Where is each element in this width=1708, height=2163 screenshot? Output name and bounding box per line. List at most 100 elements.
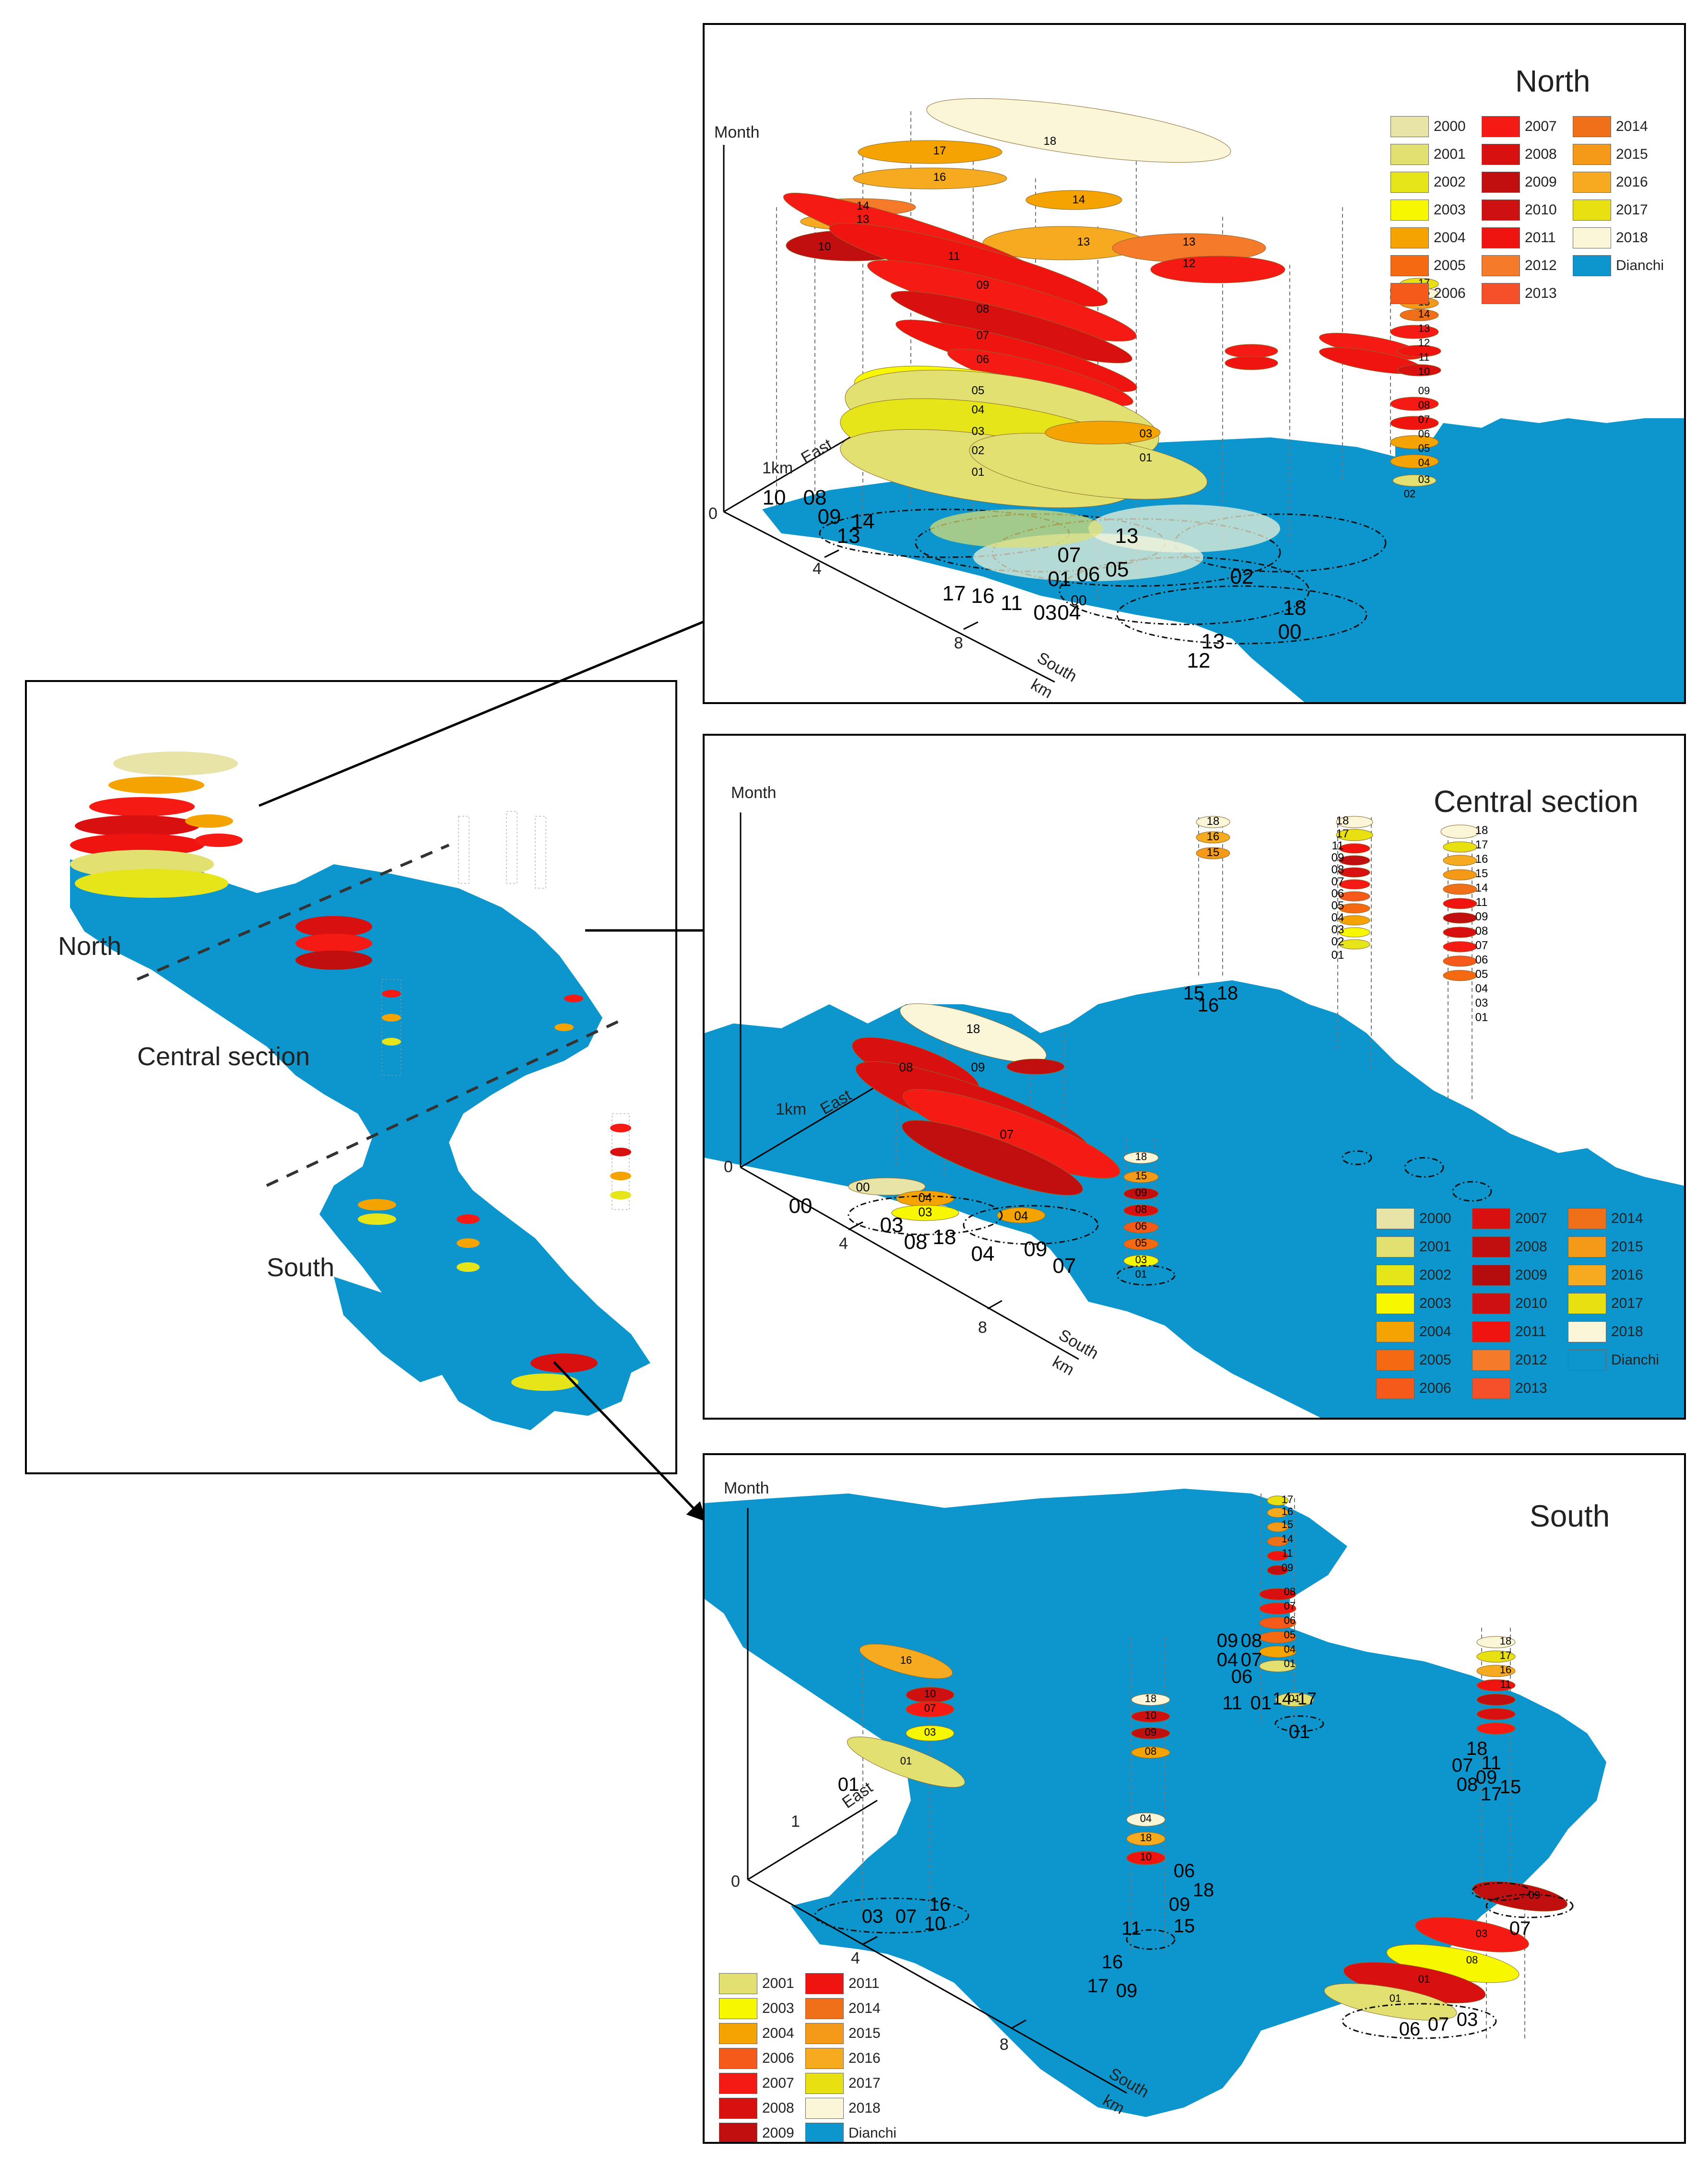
year-label: 18 bbox=[1475, 824, 1488, 837]
year-label: 09 bbox=[1169, 1894, 1190, 1915]
north-axis-east bbox=[723, 432, 859, 513]
year-label: 17 bbox=[1475, 838, 1488, 851]
legend-swatch bbox=[1568, 1208, 1606, 1229]
legend-swatch bbox=[805, 2048, 844, 2069]
year-label: 03 bbox=[1475, 997, 1488, 1010]
legend-swatch bbox=[1482, 116, 1520, 137]
central-axis-south bbox=[740, 1166, 1079, 1360]
year-label: 02 bbox=[1230, 565, 1254, 588]
legend-swatch bbox=[1568, 1321, 1606, 1342]
overview-label-north: North bbox=[58, 932, 122, 961]
year-label: 15 bbox=[1207, 846, 1220, 859]
year-label: 00 bbox=[1278, 620, 1302, 644]
legend-swatch bbox=[1573, 255, 1611, 276]
legend-label: 2010 bbox=[1525, 202, 1557, 218]
year-label: 17 bbox=[942, 582, 966, 605]
year-label: 07 bbox=[1284, 1600, 1296, 1612]
year-label: 11 bbox=[1001, 591, 1023, 615]
legend-label: 2002 bbox=[1434, 174, 1466, 190]
year-label: 01 bbox=[838, 1774, 860, 1795]
legend-label: Dianchi bbox=[1616, 258, 1664, 273]
year-label: 18 bbox=[1283, 596, 1307, 620]
bloom-ellipse bbox=[1259, 1631, 1296, 1644]
footprint-ellipse bbox=[814, 1897, 969, 1934]
bloom-ellipse bbox=[1123, 1255, 1159, 1267]
year-label: 08 bbox=[904, 1230, 928, 1254]
overview-map bbox=[70, 752, 650, 1430]
footprint-fill bbox=[930, 509, 1103, 548]
bloom-ellipse bbox=[859, 1644, 953, 1679]
legend-label: 2016 bbox=[1616, 174, 1648, 190]
legend-item-2018: 2018 bbox=[805, 2098, 881, 2119]
bloom-ellipse bbox=[1126, 1832, 1166, 1846]
bloom-ellipse bbox=[1006, 1058, 1065, 1075]
footprint-ellipse bbox=[848, 1195, 1003, 1235]
year-label: 13 bbox=[837, 524, 860, 548]
legend-swatch bbox=[1573, 227, 1611, 248]
legend-item-dianchi: Dianchi bbox=[1568, 1350, 1659, 1371]
legend-label: 2017 bbox=[1616, 202, 1648, 218]
legend-item-2003: 2003 bbox=[1376, 1293, 1451, 1314]
bloom-ellipse bbox=[848, 1177, 926, 1196]
legend-swatch bbox=[719, 2098, 757, 2119]
year-label: 01 bbox=[1140, 451, 1153, 464]
year-label: 16 bbox=[1475, 853, 1488, 866]
bloom-ellipse bbox=[1025, 190, 1122, 210]
south-one-label: 1 bbox=[791, 1812, 800, 1831]
year-label: 04 bbox=[1058, 601, 1081, 624]
legend-item-2001: 2001 bbox=[1390, 144, 1466, 165]
north-zero-label: 0 bbox=[708, 505, 718, 523]
year-label: 05 bbox=[972, 384, 985, 397]
year-label: 02 bbox=[1331, 935, 1344, 948]
legend-label: 2013 bbox=[1525, 285, 1557, 301]
legend-swatch bbox=[719, 1998, 757, 2019]
year-label: 12 bbox=[1183, 257, 1196, 270]
south-tick8: 8 bbox=[1000, 2035, 1009, 2054]
bloom-ellipse bbox=[1443, 955, 1477, 967]
footprint-ellipse bbox=[1404, 1157, 1444, 1178]
year-label: 03 bbox=[1418, 473, 1430, 485]
legend-item-2014: 2014 bbox=[1573, 116, 1648, 137]
footprint-ellipse bbox=[991, 518, 1281, 587]
year-label: 16 bbox=[1198, 995, 1219, 1016]
legend-swatch bbox=[1482, 227, 1520, 248]
legend-label: 2008 bbox=[1515, 1239, 1547, 1255]
bloom-ellipse bbox=[1196, 816, 1230, 828]
bloom-ellipse bbox=[1339, 927, 1370, 938]
bloom-ellipse bbox=[1123, 1187, 1159, 1200]
year-label: 11 bbox=[1222, 1693, 1242, 1714]
bloom-ellipse bbox=[1390, 454, 1439, 469]
year-label: 18 bbox=[1135, 1151, 1147, 1163]
legend-swatch bbox=[1390, 144, 1429, 165]
bloom-ellipse bbox=[1259, 1646, 1296, 1658]
bloom-ellipse bbox=[1339, 915, 1370, 926]
legend-label: 2000 bbox=[1434, 118, 1466, 134]
legend-item-2015: 2015 bbox=[1573, 144, 1648, 165]
north-title: North bbox=[1515, 64, 1590, 98]
legend-swatch bbox=[1568, 1350, 1606, 1371]
overview-central-stacks bbox=[295, 811, 583, 1076]
legend-swatch bbox=[1568, 1293, 1606, 1314]
bloom-ellipse bbox=[1476, 1722, 1516, 1735]
year-label: 03 bbox=[972, 425, 985, 438]
year-label: 11 bbox=[1121, 1918, 1142, 1939]
footprint-ellipse bbox=[1116, 585, 1367, 645]
legend-label: 2003 bbox=[762, 2000, 794, 2016]
footprint-ellipse bbox=[1485, 1893, 1574, 1918]
legend-label: 2010 bbox=[1515, 1295, 1547, 1311]
legend-label: 2015 bbox=[848, 2025, 881, 2041]
year-label: 03 bbox=[862, 1906, 883, 1927]
central-month-label: Month bbox=[731, 784, 777, 802]
year-label: 09 bbox=[1145, 1726, 1156, 1738]
year-label: 04 bbox=[971, 1242, 995, 1266]
legend-label: 2005 bbox=[1419, 1352, 1451, 1368]
year-label: 04 bbox=[1418, 457, 1430, 469]
year-label: 08 bbox=[1466, 1954, 1478, 1966]
legend-swatch bbox=[719, 2048, 757, 2069]
year-label: 01 bbox=[1289, 1721, 1310, 1742]
legend-swatch bbox=[1573, 200, 1611, 221]
south-zero-label: 0 bbox=[731, 1872, 740, 1891]
